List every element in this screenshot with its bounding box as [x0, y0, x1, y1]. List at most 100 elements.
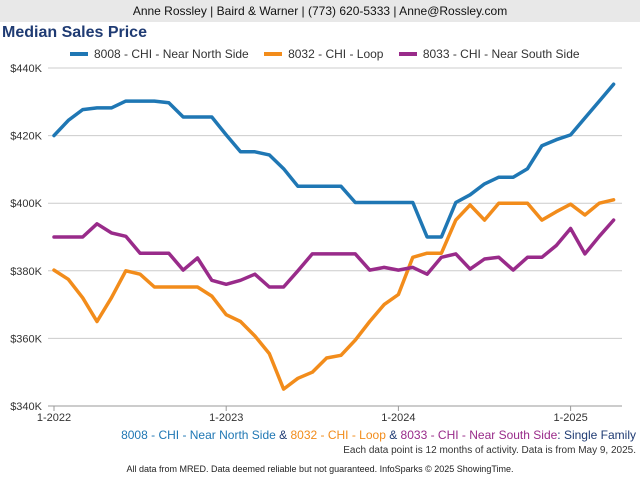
data-point: [569, 203, 572, 206]
y-tick-label: $360K: [10, 333, 42, 345]
data-point: [210, 294, 213, 298]
data-point: [253, 334, 257, 338]
disclaimer: All data from MRED. Data deemed reliable…: [126, 464, 514, 474]
data-point: [583, 116, 587, 120]
series-line-0: [52, 82, 616, 239]
data-point: [483, 218, 486, 222]
legend-item-loop[interactable]: 8032 - CHI - Loop: [264, 47, 383, 61]
data-point: [454, 252, 457, 256]
data-point: [612, 218, 615, 222]
data-point: [138, 273, 142, 276]
data-point: [167, 285, 170, 289]
legend-label: 8032 - CHI - Loop: [288, 47, 384, 61]
data-point: [368, 201, 371, 204]
data-point: [555, 244, 558, 247]
data-point: [95, 222, 99, 225]
data-point: [569, 133, 572, 137]
x-tick-label: 1-2022: [37, 412, 71, 424]
data-point: [124, 99, 128, 103]
data-point: [153, 99, 156, 103]
data-point: [411, 266, 414, 269]
series-line-2: [52, 218, 616, 289]
data-point: [110, 106, 113, 110]
data-point: [526, 202, 529, 205]
data-point: [512, 268, 515, 272]
data-point: [411, 201, 414, 204]
data-point: [182, 285, 185, 289]
data-point: [583, 252, 587, 256]
data-point: [397, 293, 400, 296]
data-point: [540, 218, 544, 222]
data-point: [325, 185, 328, 188]
data-point: [397, 201, 400, 204]
caption-part: 8008 - CHI - Near North Side: [121, 428, 276, 442]
y-tick-label: $380K: [10, 266, 42, 278]
data-point: [210, 115, 213, 119]
legend-item-near-north-side[interactable]: 8008 - CHI - Near North Side: [70, 47, 249, 61]
data-point: [196, 115, 199, 119]
data-point: [138, 99, 142, 103]
chart-legend: 8008 - CHI - Near North Side 8032 - CHI …: [70, 45, 592, 61]
data-point: [52, 134, 56, 137]
data-point: [440, 235, 443, 239]
series-line-1: [52, 198, 616, 391]
data-point: [612, 198, 615, 201]
legend-item-near-south-side[interactable]: 8033 - CHI - Near South Side: [398, 47, 580, 61]
data-point: [225, 283, 228, 286]
data-point: [239, 320, 242, 323]
data-point: [440, 252, 443, 255]
data-point: [239, 150, 242, 153]
caption-part: 8033 - CHI - Near South Side: [400, 428, 558, 442]
data-point: [52, 268, 56, 272]
data-note: Each data point is 12 months of activity…: [343, 445, 636, 456]
data-point: [354, 338, 357, 342]
series-caption: 8008 - CHI - Near North Side & 8032 - CH…: [121, 428, 636, 442]
data-point: [311, 252, 314, 256]
data-point: [411, 256, 414, 259]
data-point: [497, 176, 500, 179]
data-point: [268, 285, 271, 289]
data-point: [153, 252, 156, 255]
data-point: [124, 269, 128, 272]
data-point: [454, 201, 457, 204]
data-point: [81, 235, 84, 239]
data-point: [167, 252, 170, 255]
x-tick-label: 1-2024: [381, 412, 415, 424]
data-point: [81, 108, 84, 111]
caption-part: &: [275, 428, 291, 442]
data-point: [196, 256, 199, 260]
legend-label: 8033 - CHI - Near South Side: [422, 47, 580, 61]
data-point: [296, 185, 300, 188]
x-tick-label: 1-2025: [553, 412, 587, 424]
data-point: [468, 203, 472, 207]
data-point: [182, 115, 185, 119]
data-point: [210, 279, 213, 282]
data-point: [282, 167, 285, 170]
data-point: [67, 278, 70, 281]
data-point: [483, 257, 486, 261]
data-point: [239, 279, 242, 282]
data-point: [196, 285, 199, 289]
data-point: [339, 252, 343, 256]
data-point: [382, 266, 386, 269]
data-point: [138, 252, 142, 255]
data-point: [555, 210, 558, 213]
data-point: [95, 106, 99, 110]
data-point: [153, 285, 156, 289]
data-point: [95, 320, 99, 323]
data-point: [325, 252, 328, 256]
data-point: [268, 352, 271, 355]
data-point: [397, 268, 400, 272]
data-point: [512, 176, 515, 179]
data-point: [167, 101, 170, 105]
data-point: [282, 387, 285, 391]
data-point: [124, 235, 128, 238]
data-point: [425, 235, 429, 239]
data-point: [468, 193, 472, 196]
data-point: [540, 256, 544, 259]
data-point: [67, 235, 70, 239]
data-point: [598, 235, 601, 238]
data-point: [311, 371, 314, 374]
legend-swatch-orange: [264, 52, 283, 56]
x-tick-label: 1-2023: [209, 412, 243, 424]
